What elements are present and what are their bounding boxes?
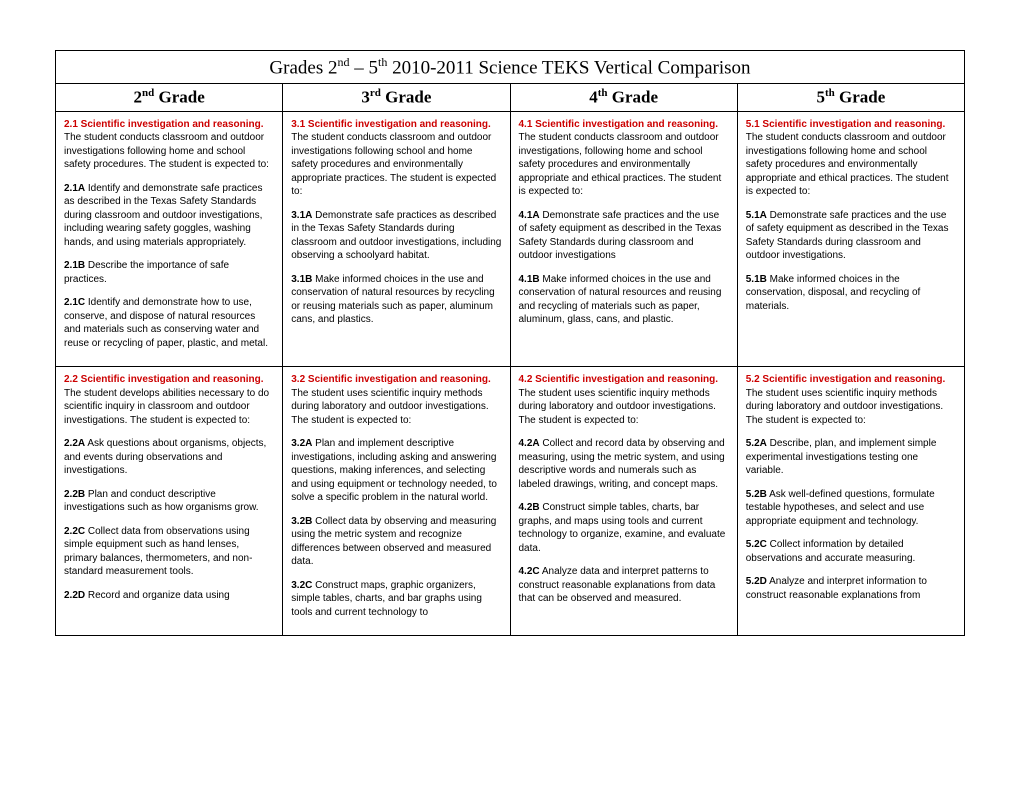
cell-4-2: 4.2 Scientific investigation and reasoni… bbox=[510, 367, 737, 636]
cell-2-2: 2.2 Scientific investigation and reasoni… bbox=[56, 367, 283, 636]
cell-4-1: 4.1 Scientific investigation and reasoni… bbox=[510, 111, 737, 367]
item-code: 2.2D bbox=[64, 590, 85, 601]
comparison-table: Grades 2nd – 5th 2010-2011 Science TEKS … bbox=[55, 50, 965, 636]
item-text: Collect data from observations using sim… bbox=[64, 526, 252, 578]
cell-3-2: 3.2 Scientific investigation and reasoni… bbox=[283, 367, 510, 636]
item-code: 4.1A bbox=[519, 210, 540, 221]
item-text: Collect and record data by observing and… bbox=[519, 438, 725, 490]
item-text: Demonstrate safe practices and the use o… bbox=[746, 210, 949, 262]
title-row: Grades 2nd – 5th 2010-2011 Science TEKS … bbox=[56, 51, 965, 84]
grade-num: 4 bbox=[589, 88, 598, 107]
item-code: 2.2A bbox=[64, 438, 85, 449]
item-text: Analyze data and interpret patterns to c… bbox=[519, 566, 716, 604]
item-text: Ask questions about organisms, objects, … bbox=[64, 438, 266, 476]
standard-row-1: 2.1 Scientific investigation and reasoni… bbox=[56, 111, 965, 367]
item-text: Demonstrate safe practices and the use o… bbox=[519, 210, 722, 262]
item-code: 3.2B bbox=[291, 516, 312, 527]
standard-heading: 2.1 Scientific investigation and reasoni… bbox=[64, 119, 264, 130]
item-text: Describe, plan, and implement simple exp… bbox=[746, 438, 937, 476]
standard-heading: 3.2 Scientific investigation and reasoni… bbox=[291, 374, 491, 385]
standard-heading: 5.2 Scientific investigation and reasoni… bbox=[746, 374, 946, 385]
item-text: Identify and demonstrate safe practices … bbox=[64, 183, 262, 248]
cell-5-1: 5.1 Scientific investigation and reasoni… bbox=[737, 111, 964, 367]
standard-intro: The student conducts classroom and outdo… bbox=[291, 132, 496, 197]
item-code: 4.2C bbox=[519, 566, 540, 577]
grade-sup: th bbox=[598, 87, 608, 99]
item-text: Record and organize data using bbox=[85, 590, 230, 601]
item-text: Construct simple tables, charts, bar gra… bbox=[519, 502, 726, 554]
standard-row-2: 2.2 Scientific investigation and reasoni… bbox=[56, 367, 965, 636]
item-code: 2.2C bbox=[64, 526, 85, 537]
item-code: 2.2B bbox=[64, 489, 85, 500]
grade-header-row: 2nd Grade 3rd Grade 4th Grade 5th Grade bbox=[56, 84, 965, 112]
item-code: 4.1B bbox=[519, 274, 540, 285]
cell-2-1: 2.1 Scientific investigation and reasoni… bbox=[56, 111, 283, 367]
item-text: Make informed choices in the conservatio… bbox=[746, 274, 921, 312]
item-code: 5.1A bbox=[746, 210, 767, 221]
grade-header-4: 4th Grade bbox=[510, 84, 737, 112]
item-code: 3.1A bbox=[291, 210, 312, 221]
cell-3-1: 3.1 Scientific investigation and reasoni… bbox=[283, 111, 510, 367]
item-text: Make informed choices in the use and con… bbox=[291, 274, 494, 326]
title-sup: th bbox=[378, 55, 387, 69]
standard-heading: 3.1 Scientific investigation and reasoni… bbox=[291, 119, 491, 130]
standard-intro: The student uses scientific inquiry meth… bbox=[291, 388, 488, 426]
standard-intro: The student uses scientific inquiry meth… bbox=[519, 388, 716, 426]
grade-sup: nd bbox=[142, 87, 154, 99]
title-sup: nd bbox=[337, 55, 349, 69]
title-text: – 5 bbox=[349, 57, 378, 78]
standard-heading: 4.2 Scientific investigation and reasoni… bbox=[519, 374, 719, 385]
grade-header-5: 5th Grade bbox=[737, 84, 964, 112]
grade-label: Grade bbox=[154, 88, 205, 107]
item-code: 5.1B bbox=[746, 274, 767, 285]
item-text: Make informed choices in the use and con… bbox=[519, 274, 722, 326]
item-code: 3.1B bbox=[291, 274, 312, 285]
grade-sup: rd bbox=[370, 87, 381, 99]
grade-label: Grade bbox=[608, 88, 659, 107]
item-code: 3.2A bbox=[291, 438, 312, 449]
item-code: 2.1A bbox=[64, 183, 85, 194]
item-code: 3.2C bbox=[291, 580, 312, 591]
item-code: 5.2A bbox=[746, 438, 767, 449]
grade-sup: th bbox=[825, 87, 835, 99]
title-text: Grades 2 bbox=[269, 57, 337, 78]
item-text: Describe the importance of safe practice… bbox=[64, 260, 229, 285]
grade-num: 3 bbox=[361, 88, 370, 107]
grade-label: Grade bbox=[835, 88, 886, 107]
item-text: Collect information by detailed observat… bbox=[746, 539, 916, 564]
item-text: Plan and implement descriptive investiga… bbox=[291, 438, 497, 503]
item-text: Demonstrate safe practices as described … bbox=[291, 210, 501, 262]
item-text: Ask well-defined questions, formulate te… bbox=[746, 489, 935, 527]
item-text: Identify and demonstrate how to use, con… bbox=[64, 297, 268, 349]
grade-header-3: 3rd Grade bbox=[283, 84, 510, 112]
standard-intro: The student conducts classroom and outdo… bbox=[746, 132, 949, 197]
item-code: 5.2B bbox=[746, 489, 767, 500]
grade-header-2: 2nd Grade bbox=[56, 84, 283, 112]
item-code: 2.1C bbox=[64, 297, 85, 308]
standard-heading: 2.2 Scientific investigation and reasoni… bbox=[64, 374, 264, 385]
standard-intro: The student develops abilities necessary… bbox=[64, 388, 269, 426]
item-text: Collect data by observing and measuring … bbox=[291, 516, 496, 568]
standard-intro: The student conducts classroom and outdo… bbox=[519, 132, 722, 197]
item-text: Analyze and interpret information to con… bbox=[746, 576, 927, 601]
standard-intro: The student conducts classroom and outdo… bbox=[64, 132, 269, 170]
document-title: Grades 2nd – 5th 2010-2011 Science TEKS … bbox=[56, 51, 965, 84]
standard-intro: The student uses scientific inquiry meth… bbox=[746, 388, 943, 426]
grade-num: 5 bbox=[816, 88, 825, 107]
item-code: 4.2B bbox=[519, 502, 540, 513]
standard-heading: 4.1 Scientific investigation and reasoni… bbox=[519, 119, 719, 130]
item-text: Construct maps, graphic organizers, simp… bbox=[291, 580, 482, 618]
item-code: 4.2A bbox=[519, 438, 540, 449]
item-text: Plan and conduct descriptive investigati… bbox=[64, 489, 259, 514]
cell-5-2: 5.2 Scientific investigation and reasoni… bbox=[737, 367, 964, 636]
title-text: 2010-2011 Science TEKS Vertical Comparis… bbox=[387, 57, 750, 78]
item-code: 2.1B bbox=[64, 260, 85, 271]
item-code: 5.2D bbox=[746, 576, 767, 587]
standard-heading: 5.1 Scientific investigation and reasoni… bbox=[746, 119, 946, 130]
grade-num: 2 bbox=[133, 88, 142, 107]
item-code: 5.2C bbox=[746, 539, 767, 550]
grade-label: Grade bbox=[381, 88, 432, 107]
